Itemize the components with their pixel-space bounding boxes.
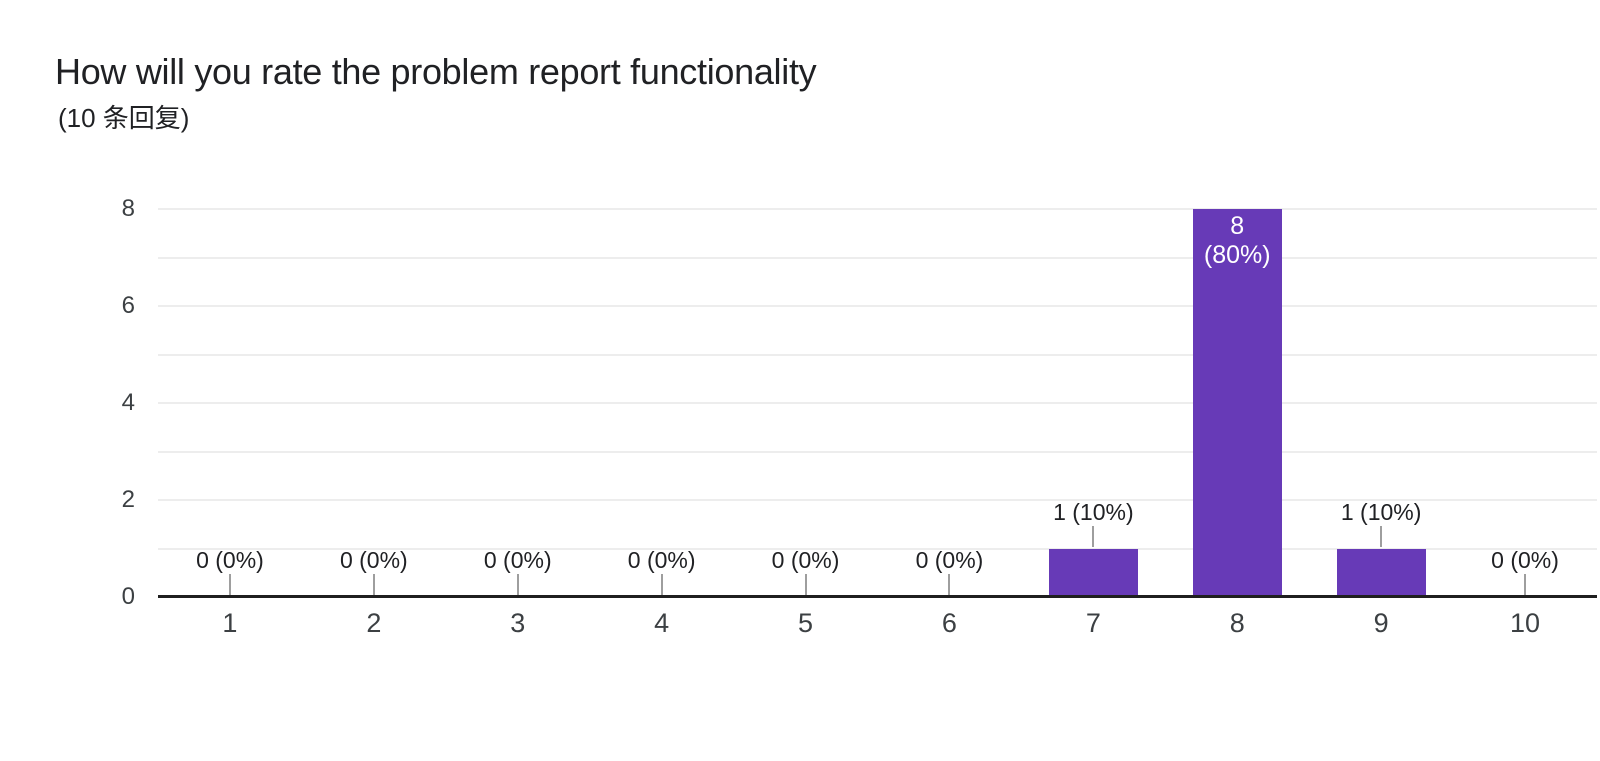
value-label-1: 0 (0%): [196, 547, 264, 573]
x-tick-label-4: 4: [654, 608, 670, 638]
gridline-1: [158, 547, 1597, 550]
x-tick-label-3: 3: [510, 608, 526, 638]
chart-subtitle-response-count: (10 条回复): [58, 103, 190, 133]
gridline-8: [158, 208, 1597, 210]
x-tick-label-6: 6: [941, 608, 957, 638]
label-stem-9: [1380, 525, 1383, 547]
gridline-6: [158, 305, 1597, 307]
y-tick-label-8: 8: [121, 195, 135, 222]
x-tick-label-9: 9: [1373, 608, 1389, 638]
label-stem-2: [372, 574, 375, 595]
value-label-2: 0 (0%): [339, 547, 408, 573]
value-label-9: 1 (10%): [1340, 498, 1422, 525]
label-stem-10: [1524, 574, 1527, 595]
value-percent: (80%): [1203, 241, 1271, 269]
y-tick-label-4: 4: [121, 389, 135, 416]
value-label-8: 8 (80%): [1193, 209, 1282, 270]
label-stem-4: [660, 574, 663, 595]
y-tick-label-6: 6: [121, 292, 135, 319]
value-label-6: 0 (0%): [915, 547, 984, 573]
label-stem-7: [1092, 525, 1095, 547]
bar-8[interactable]: 8 (80%): [1192, 209, 1282, 597]
x-axis-line: [158, 595, 1597, 598]
gridline-4: [158, 402, 1597, 404]
x-tick-label-10: 10: [1510, 608, 1541, 638]
label-stem-1: [228, 574, 231, 595]
x-tick-label-5: 5: [798, 608, 814, 638]
x-tick-label-7: 7: [1085, 608, 1101, 638]
gridline-5: [158, 353, 1597, 356]
gridline-3: [158, 450, 1597, 453]
label-stem-5: [804, 574, 807, 595]
label-stem-3: [516, 574, 519, 595]
label-stem-6: [948, 574, 951, 595]
bar-7[interactable]: [1048, 548, 1138, 597]
plot-area: 0 (0%) 0 (0%) 0 (0%) 0 (0%) 0 (0%) 0 (0%) 1 (1…: [158, 208, 1597, 598]
x-tick-label-8: 8: [1229, 608, 1245, 638]
bar-9[interactable]: [1336, 548, 1426, 597]
gridline-7: [158, 256, 1597, 259]
value-label-4: 0 (0%): [627, 547, 696, 573]
y-tick-label-0: 0: [121, 583, 135, 610]
x-tick-label-1: 1: [222, 608, 238, 638]
chart-title: How will you rate the problem report fun…: [55, 51, 817, 92]
gridline-2: [158, 499, 1597, 501]
y-tick-label-2: 2: [121, 486, 135, 513]
value-label-5: 0 (0%): [771, 547, 840, 573]
value-count: 8: [1230, 212, 1245, 240]
value-label-10: 0 (0%): [1491, 547, 1559, 573]
value-label-3: 0 (0%): [483, 547, 552, 573]
value-label-7: 1 (10%): [1053, 498, 1134, 525]
x-tick-label-2: 2: [366, 608, 382, 638]
